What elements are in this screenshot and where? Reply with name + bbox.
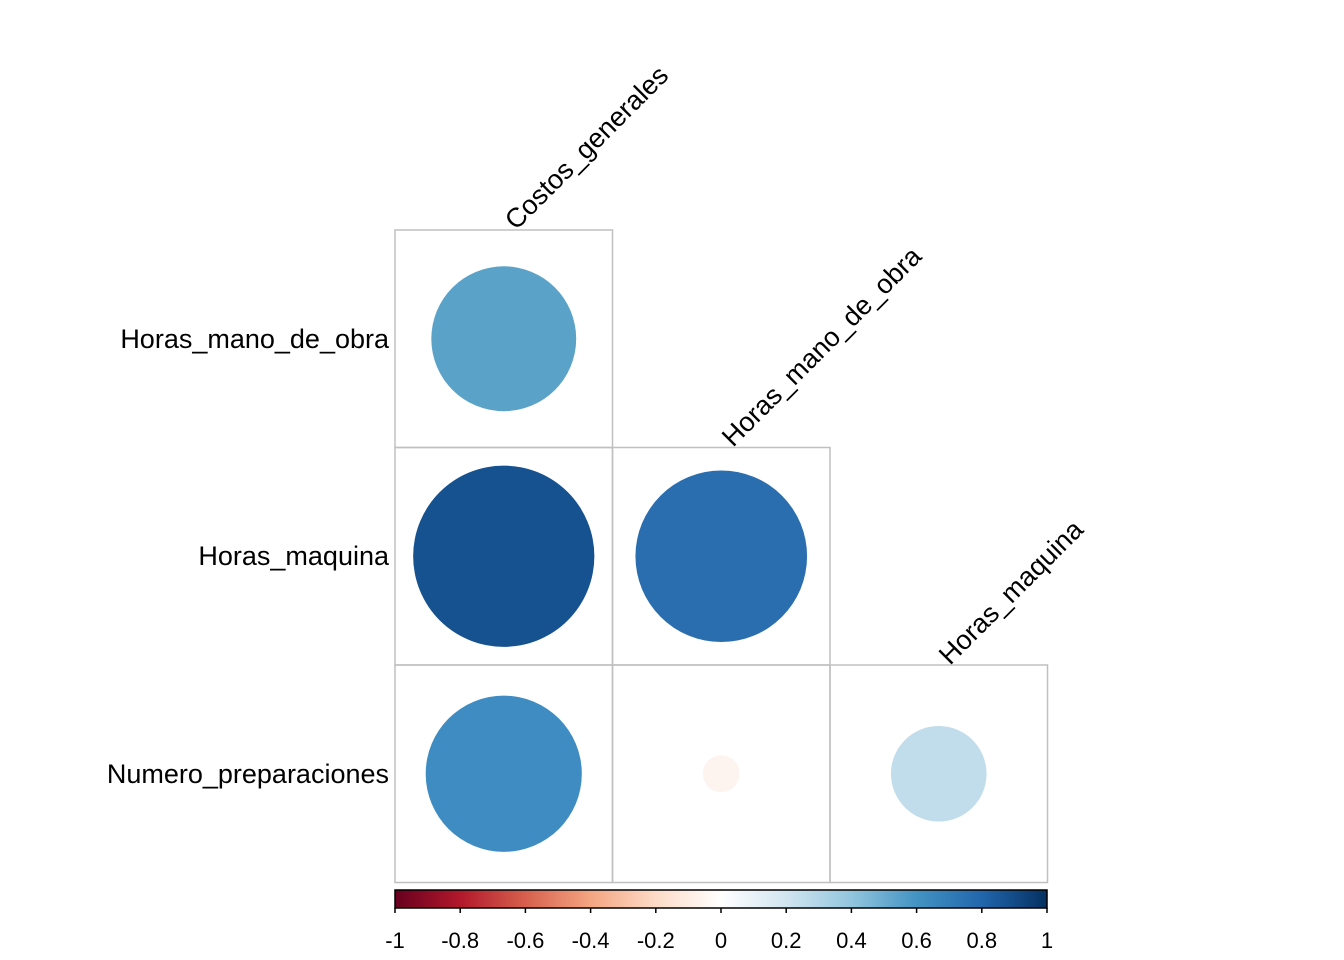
corr-circle-numero-preparaciones-horas-maquina	[890, 725, 987, 822]
colorbar	[394, 889, 1048, 909]
colorbar-tick-label: -1	[385, 928, 405, 953]
row-label-horas-maquina: Horas_maquina	[198, 541, 390, 571]
colorbar-tick-label: -0.4	[572, 928, 610, 953]
corr-circle-horas-maquina-horas-mano-de-obra	[635, 470, 808, 643]
corr-circle-numero-preparaciones-costos-generales	[425, 695, 582, 852]
colorbar-ticks: -1 -0.8 -0.6 -0.4 -0.2 0 0.2 0.4 0.6 0.8 1	[385, 908, 1053, 953]
col-label-horas-maquina: Horas_maquina	[933, 514, 1090, 671]
row-label-horas-mano-de-obra: Horas_mano_de_obra	[120, 324, 390, 354]
row-label-numero-preparaciones: Numero_preparaciones	[107, 759, 389, 789]
colorbar-tick-label: -0.8	[441, 928, 479, 953]
colorbar-tick-label: 0.4	[836, 928, 867, 953]
colorbar-tick-label: -0.6	[506, 928, 544, 953]
colorbar-tick-label: 0.2	[771, 928, 802, 953]
grid-layer	[394, 229, 1049, 884]
corr-circle-horas-maquina-costos-generales	[413, 465, 595, 647]
colorbar-tick-label: 0.8	[967, 928, 998, 953]
corr-circle-numero-preparaciones-horas-mano-de-obra	[702, 755, 740, 793]
colorbar-tick-label: 1	[1041, 928, 1053, 953]
corr-circle-horas-mano-de-obra-costos-generales	[431, 266, 577, 412]
circle-layer	[413, 266, 987, 852]
col-label-costos-generales: Costos_generales	[499, 60, 674, 235]
col-label-horas-mano-de-obra: Horas_mano_de_obra	[716, 240, 928, 452]
grid-cell-numero-preparaciones-horas-maquina	[829, 664, 1049, 884]
colorbar-tick-label: -0.2	[637, 928, 675, 953]
colorbar-tick-label: 0.6	[901, 928, 932, 953]
colorbar-tick-label: 0	[715, 928, 727, 953]
